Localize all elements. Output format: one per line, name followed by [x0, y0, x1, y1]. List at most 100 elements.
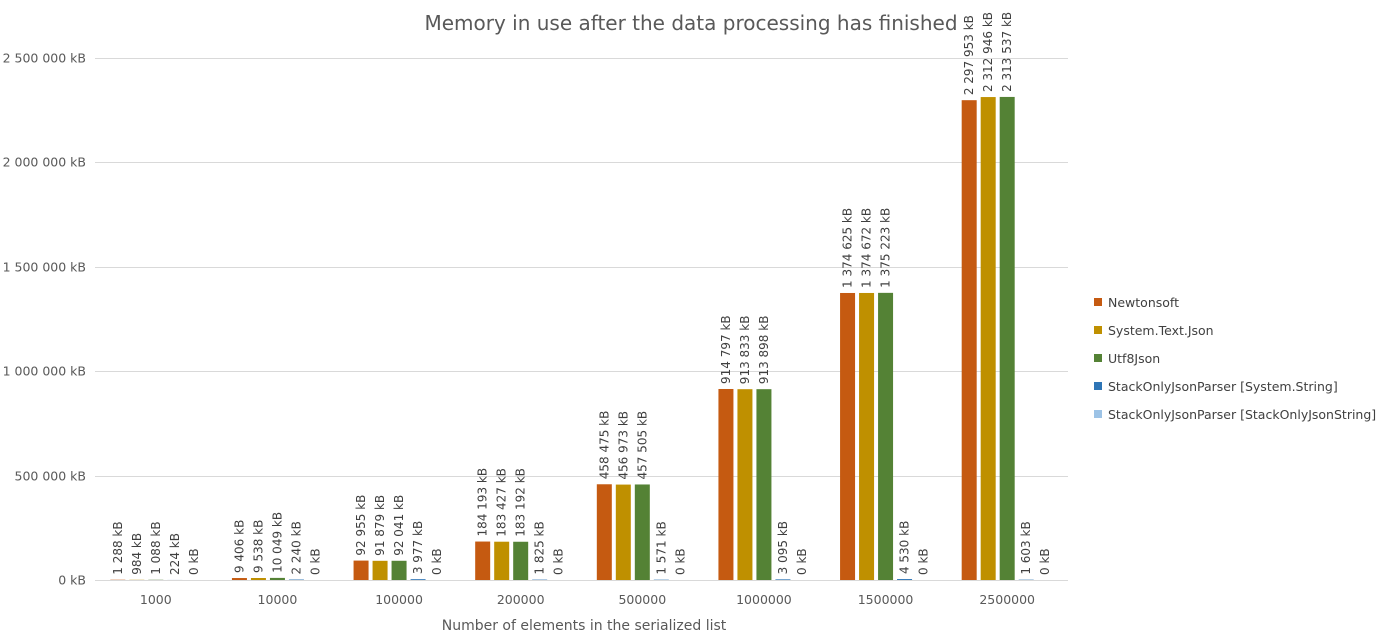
- bar: [250, 578, 266, 580]
- chart-title: Memory in use after the data processing …: [424, 11, 957, 35]
- bar: [391, 560, 407, 580]
- data-label: 456 973 kB: [616, 411, 630, 480]
- x-tick-label: 10000: [258, 592, 298, 607]
- legend-label: System.Text.Json: [1108, 322, 1214, 338]
- bar: [897, 579, 913, 580]
- data-label: 91 879 kB: [373, 495, 387, 556]
- data-label: 914 797 kB: [719, 315, 733, 384]
- data-label: 1 375 223 kB: [879, 208, 893, 288]
- legend-swatch: [1094, 326, 1102, 334]
- y-tick-label: 2 500 000 kB: [3, 51, 86, 66]
- bar: [513, 541, 529, 580]
- legend-swatch: [1094, 354, 1102, 362]
- data-label: 1 603 kB: [1019, 521, 1033, 574]
- x-tick-label: 1500000: [858, 592, 914, 607]
- bar: [756, 389, 772, 580]
- x-tick-label: 100000: [375, 592, 423, 607]
- legend-swatch: [1094, 298, 1102, 306]
- bar: [615, 484, 631, 580]
- data-labels: 1 288 kB 984 kB 1 088 kB 224 kB 0 kB 9 406 kB…: [111, 12, 1052, 575]
- data-label: 913 898 kB: [757, 316, 771, 385]
- bar: [878, 292, 894, 580]
- legend-item: StackOnlyJsonParser [System.String]: [1094, 372, 1376, 400]
- data-label: 0 kB: [673, 548, 687, 575]
- data-label: 2 297 953 kB: [962, 15, 976, 95]
- bar: [999, 96, 1015, 580]
- data-label: 1 088 kB: [149, 521, 163, 574]
- bar: [634, 484, 650, 580]
- data-label: 1 825 kB: [533, 521, 547, 574]
- data-label: 0 kB: [187, 548, 201, 575]
- data-label: 9 406 kB: [232, 520, 246, 573]
- bar: [775, 579, 791, 580]
- data-label: 1 288 kB: [111, 521, 125, 574]
- data-label: 0 kB: [917, 548, 931, 575]
- data-label: 183 192 kB: [514, 468, 528, 537]
- y-tick-label: 2 000 000 kB: [3, 155, 86, 170]
- data-label: 0 kB: [430, 548, 444, 575]
- data-label: 92 955 kB: [354, 495, 368, 556]
- data-label: 1 374 625 kB: [841, 208, 855, 288]
- chart-legend: Newtonsoft System.Text.Json Utf8Json StackO…: [1094, 288, 1376, 428]
- y-tick-label: 0 kB: [58, 573, 86, 588]
- data-label: 3 095 kB: [776, 521, 790, 574]
- bar: [859, 292, 875, 580]
- bar: [372, 560, 388, 580]
- y-tick-label: 500 000 kB: [15, 469, 86, 484]
- bar: [231, 578, 247, 580]
- x-tick-label: 500000: [618, 592, 666, 607]
- data-label: 9 538 kB: [251, 520, 265, 573]
- data-label: 1 571 kB: [654, 521, 668, 574]
- x-tick-label: 1000000: [736, 592, 792, 607]
- legend-swatch: [1094, 382, 1102, 390]
- data-label: 457 505 kB: [635, 411, 649, 480]
- bar: [980, 97, 996, 580]
- bar: [840, 292, 856, 580]
- data-label: 0 kB: [1038, 548, 1052, 575]
- data-label: 0 kB: [795, 548, 809, 575]
- data-label: 3 977 kB: [411, 521, 425, 574]
- bar: [410, 579, 426, 580]
- bar: [353, 560, 369, 580]
- legend-item: StackOnlyJsonParser [StackOnlyJsonString…: [1094, 400, 1376, 428]
- data-label: 10 049 kB: [270, 512, 284, 573]
- legend-label: Utf8Json: [1108, 350, 1161, 366]
- data-label: 4 530 kB: [898, 521, 912, 574]
- data-label: 458 475 kB: [597, 411, 611, 480]
- x-tick-label: 2500000: [979, 592, 1035, 607]
- data-label: 2 312 946 kB: [981, 12, 995, 92]
- data-label: 0 kB: [552, 548, 566, 575]
- data-label: 184 193 kB: [476, 468, 490, 537]
- data-label: 984 kB: [130, 533, 144, 575]
- y-tick-label: 1 000 000 kB: [3, 364, 86, 379]
- bar: [961, 100, 977, 581]
- x-axis-label: Number of elements in the serialized lis…: [442, 618, 727, 634]
- legend-label: StackOnlyJsonParser [StackOnlyJsonString…: [1108, 406, 1377, 422]
- data-label: 2 313 537 kB: [1000, 12, 1014, 92]
- data-label: 224 kB: [168, 533, 182, 575]
- bar: [269, 577, 285, 580]
- legend-item: Utf8Json: [1094, 344, 1376, 372]
- legend-item: Newtonsoft: [1094, 288, 1376, 316]
- y-tick-label: 1 500 000 kB: [3, 260, 86, 275]
- bar: [737, 389, 753, 580]
- data-label: 913 833 kB: [738, 316, 752, 385]
- bar: [475, 541, 491, 580]
- gridlines: [95, 58, 1068, 477]
- x-tick-label: 1000: [140, 592, 172, 607]
- legend-swatch: [1094, 410, 1102, 418]
- x-axis-ticks: 1000 10000 100000 200000 500000 1000000 150000…: [140, 592, 1035, 607]
- data-label: 0 kB: [308, 548, 322, 575]
- bar: [596, 484, 612, 580]
- data-label: 183 427 kB: [495, 468, 509, 537]
- legend-label: StackOnlyJsonParser [System.String]: [1108, 378, 1338, 394]
- data-label: 2 240 kB: [289, 521, 303, 574]
- x-tick-label: 200000: [497, 592, 545, 607]
- data-label: 1 374 672 kB: [860, 208, 874, 288]
- bar: [494, 541, 510, 580]
- bars: [110, 96, 1034, 581]
- legend-label: Newtonsoft: [1108, 294, 1179, 310]
- bar: [718, 388, 734, 580]
